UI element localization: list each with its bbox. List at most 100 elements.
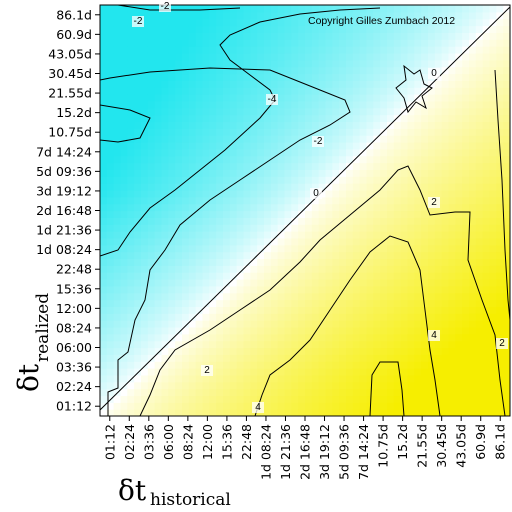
- heatmap-cell: [305, 142, 313, 150]
- heatmap-cell: [216, 203, 224, 212]
- heatmap-cell: [421, 162, 429, 170]
- heatmap-cell: [141, 203, 149, 212]
- heatmap-cell: [195, 155, 204, 164]
- heatmap-cell: [352, 114, 361, 123]
- heatmap-cell: [359, 224, 368, 232]
- heatmap-cell: [434, 114, 443, 123]
- heatmap-cell: [414, 340, 422, 349]
- heatmap-cell: [393, 224, 402, 232]
- heatmap-cell: [482, 162, 491, 170]
- heatmap-cell: [434, 128, 443, 136]
- heatmap-cell: [270, 59, 279, 68]
- heatmap-cell: [202, 80, 210, 88]
- heatmap-cell: [147, 18, 156, 27]
- heatmap-cell: [195, 306, 204, 314]
- heatmap-cell: [182, 114, 190, 123]
- heatmap-cell: [270, 320, 279, 328]
- heatmap-cell: [434, 39, 443, 47]
- heatmap-cell: [434, 18, 443, 27]
- heatmap-cell: [400, 292, 409, 301]
- heatmap-cell: [325, 265, 333, 273]
- heatmap-cell: [223, 361, 231, 369]
- heatmap-cell: [434, 272, 443, 280]
- heatmap-cell: [373, 306, 381, 314]
- heatmap-cell: [421, 5, 429, 13]
- heatmap-cell: [298, 52, 306, 61]
- heatmap-cell: [400, 272, 409, 280]
- heatmap-cell: [428, 217, 436, 225]
- heatmap-cell: [298, 87, 306, 95]
- heatmap-cell: [298, 272, 306, 280]
- heatmap-cell: [236, 224, 245, 232]
- heatmap-cell: [407, 340, 415, 349]
- heatmap-cell: [475, 292, 484, 301]
- heatmap-cell: [482, 135, 491, 143]
- heatmap-cell: [229, 361, 238, 369]
- heatmap-cell: [346, 11, 354, 20]
- heatmap-cell: [332, 176, 340, 184]
- heatmap-cell: [441, 39, 450, 47]
- heatmap-cell: [400, 333, 409, 342]
- heatmap-cell: [202, 388, 210, 397]
- heatmap-cell: [243, 176, 251, 184]
- heatmap-cell: [421, 313, 429, 321]
- heatmap-cell: [311, 237, 320, 246]
- heatmap-cell: [414, 258, 422, 266]
- heatmap-cell: [366, 388, 374, 397]
- heatmap-cell: [175, 326, 183, 335]
- heatmap-cell: [359, 66, 368, 75]
- heatmap-cell: [400, 135, 409, 143]
- heatmap-cell: [373, 5, 381, 13]
- heatmap-cell: [462, 251, 470, 260]
- heatmap-cell: [270, 142, 279, 150]
- heatmap-cell: [175, 155, 183, 164]
- heatmap-cell: [475, 73, 484, 81]
- heatmap-cell: [284, 285, 292, 294]
- heatmap-cell: [216, 326, 224, 335]
- heatmap-cell: [421, 347, 429, 355]
- heatmap-cell: [168, 135, 176, 143]
- heatmap-cell: [175, 374, 183, 383]
- heatmap-cell: [202, 114, 210, 123]
- heatmap-cell: [503, 326, 510, 335]
- heatmap-cell: [400, 183, 409, 191]
- heatmap-cell: [134, 368, 142, 376]
- heatmap-cell: [284, 388, 292, 397]
- heatmap-cell: [127, 189, 135, 198]
- heatmap-cell: [393, 402, 402, 410]
- heatmap-cell: [455, 265, 463, 273]
- heatmap-cell: [352, 121, 361, 129]
- heatmap-cell: [188, 114, 197, 123]
- heatmap-cell: [332, 155, 340, 164]
- heatmap-cell: [489, 18, 497, 27]
- heatmap-cell: [182, 347, 190, 355]
- heatmap-cell: [120, 94, 128, 102]
- heatmap-cell: [332, 374, 340, 383]
- heatmap-cell: [147, 25, 156, 33]
- heatmap-cell: [298, 210, 306, 218]
- heatmap-cell: [147, 279, 156, 287]
- heatmap-cell: [503, 32, 510, 40]
- heatmap-cell: [250, 94, 258, 102]
- heatmap-cell: [441, 176, 450, 184]
- heatmap-cell: [147, 409, 156, 416]
- heatmap-cell: [373, 320, 381, 328]
- heatmap-cell: [264, 189, 272, 198]
- heatmap-cell: [147, 87, 156, 95]
- heatmap-cell: [216, 87, 224, 95]
- heatmap-cell: [120, 292, 128, 301]
- heatmap-cell: [366, 272, 374, 280]
- heatmap-cell: [346, 217, 354, 225]
- heatmap-cell: [209, 203, 217, 212]
- heatmap-cell: [229, 292, 238, 301]
- heatmap-cell: [393, 285, 402, 294]
- heatmap-cell: [325, 306, 333, 314]
- heatmap-cell: [264, 217, 272, 225]
- heatmap-cell: [100, 210, 108, 218]
- heatmap-cell: [209, 142, 217, 150]
- heatmap-cell: [359, 361, 368, 369]
- heatmap-cell: [332, 347, 340, 355]
- heatmap-cell: [352, 272, 361, 280]
- heatmap-cell: [154, 299, 163, 307]
- heatmap-cell: [168, 107, 176, 116]
